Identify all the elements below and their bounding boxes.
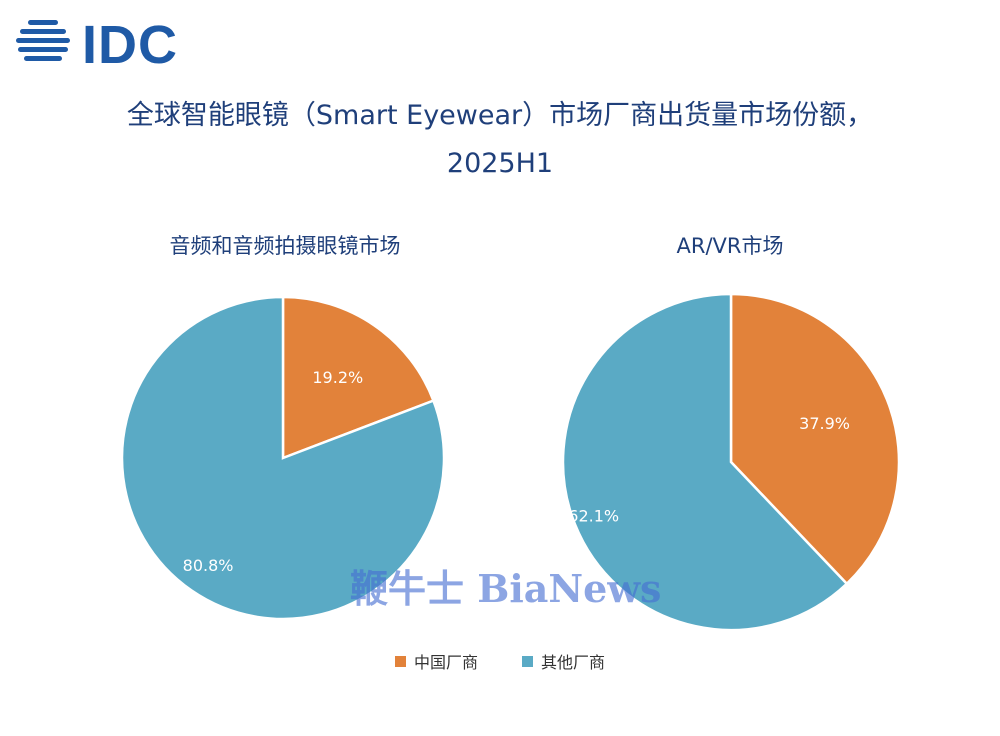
watermark: 鞭牛士 BiaNews [350,566,662,611]
idc-globe-icon [16,20,70,61]
pie-1-slice-china [281,295,436,460]
legend-label-china: 中国厂商 [413,653,478,672]
pie-1-slice-other [120,295,446,621]
pie-2-label-china: 37.9% [799,414,850,433]
pie-1-label-other: 80.8% [183,556,234,575]
pie-2-slice-other [561,292,849,632]
pie-2-slice-china [729,292,901,586]
pie-1-title: 音频和音频拍摄眼镜市场 [169,234,401,258]
legend-label-other: 其他厂商 [541,653,606,672]
legend-item-china: 中国厂商 [394,649,478,673]
pie-2-title: AR/VR市场 [676,234,784,258]
legend: 中国厂商 其他厂商 [0,649,1000,673]
idc-logo: IDC [14,14,194,75]
pie-2-label-other: 62.1% [568,506,619,525]
legend-item-other: 其他厂商 [522,649,605,673]
pie-1-label-china: 19.2% [312,368,363,387]
legend-swatch-other [522,655,533,667]
chart-title-period: 2025H1 [446,148,554,179]
chart-title: 全球智能眼镜（Smart Eyewear）市场厂商出货量市场份额， [126,100,874,131]
legend-swatch-china [394,655,406,667]
logo-text: IDC [82,15,178,75]
